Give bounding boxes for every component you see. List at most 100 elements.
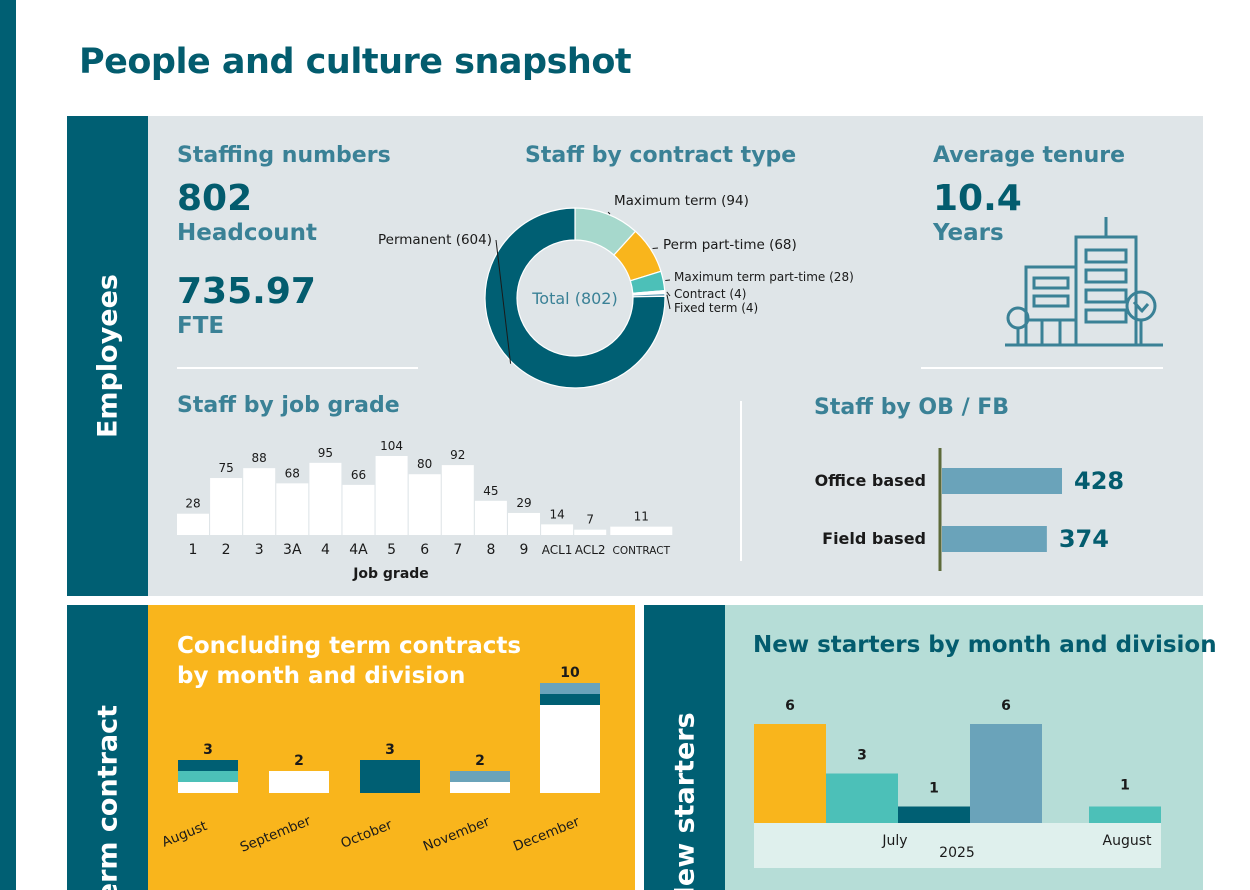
donut-leader-5 (495, 239, 512, 364)
term-contract-section-tab: Term contract (67, 605, 148, 890)
left-accent-bar (0, 0, 16, 890)
ns-value-july-1: 3 (857, 748, 867, 764)
divider-vertical (740, 401, 742, 561)
ns-month-august: August (1103, 833, 1153, 849)
ob-fb-bar-1 (942, 526, 1047, 552)
grade-value-6: 80 (417, 457, 432, 471)
tc-month-November: November (421, 814, 493, 855)
fte-value: 735.97 (177, 271, 316, 312)
grade-label-7: 7 (453, 542, 462, 558)
grade-label-4: 4 (321, 542, 330, 558)
job-grade-xlabel: Job grade (352, 566, 429, 582)
average-tenure-title: Average tenure (933, 143, 1126, 168)
grade-label-8: 8 (486, 542, 495, 558)
term-contract-chart-title: Concluding term contracts by month and d… (177, 633, 522, 689)
new-starters-section-label: New starters (669, 712, 700, 890)
ob-fb-chart: Office based 428 Field based 374 (815, 448, 1124, 571)
tc-month-December: December (511, 814, 582, 855)
ns-axis-band (754, 823, 1161, 868)
grade-bar-2 (210, 478, 243, 535)
tc-month-September: September (238, 813, 314, 856)
employees-section-label: Employees (92, 273, 123, 439)
grade-label-4A: 4A (349, 542, 368, 558)
ob-fb-title: Staff by OB / FB (814, 395, 1010, 420)
donut-label-4: Fixed term (4) (674, 301, 758, 315)
job-grade-chart: Job grade 28 1 75 2 88 3 68 3A 95 4 66 4A 104 5 80 6 92 7… (177, 439, 673, 582)
new-starters-chart-title: New starters by month and division (753, 632, 1217, 658)
tc-seg-November-3 (450, 771, 510, 782)
ns-year-label: 2025 (939, 845, 975, 861)
ns-bar-july-1 (826, 773, 898, 823)
grade-value-3A: 68 (285, 466, 300, 480)
ns-bar-july-2 (898, 806, 970, 823)
ob-fb-value-0: 428 (1074, 467, 1124, 495)
ob-fb-label-0: Office based (815, 471, 926, 490)
tc-seg-December-3 (540, 683, 600, 694)
page-title: People and culture snapshot (79, 42, 632, 82)
grade-value-ACL1: 14 (549, 507, 564, 521)
ns-value-august-0: 1 (1120, 778, 1130, 794)
tc-total-December: 10 (560, 665, 580, 681)
donut-leader-1 (652, 247, 659, 250)
donut-label-0: Maximum term (94) (614, 193, 749, 209)
grade-bar-3 (243, 468, 276, 535)
ns-bar-july-3 (970, 724, 1042, 823)
grade-value-2: 75 (218, 461, 233, 475)
tenure-label: Years (933, 220, 1004, 246)
grade-label-3A: 3A (283, 542, 302, 558)
donut-label-3: Contract (4) (674, 287, 746, 301)
grade-label-5: 5 (387, 542, 396, 558)
grade-bar-8 (474, 500, 507, 535)
tc-total-October: 3 (385, 742, 395, 758)
grade-label-ACL2: ACL2 (575, 543, 606, 557)
grade-bar-ACL2 (574, 529, 607, 535)
grade-bar-3A (276, 483, 309, 535)
tc-seg-August-0 (178, 782, 238, 793)
donut-label-2: Maximum term part-time (28) (674, 270, 854, 284)
tc-seg-November-0 (450, 782, 510, 793)
grade-value-5: 104 (380, 439, 403, 453)
new-starters-section-tab: New starters (644, 605, 725, 890)
tc-seg-October-2 (360, 760, 420, 793)
grade-bar-ACL1 (541, 524, 574, 535)
tc-seg-August-2 (178, 760, 238, 771)
term-contract-chart: 3 August 2 September 3 October 2 November 10 Dece… (160, 665, 600, 856)
donut-leader-0 (607, 211, 611, 215)
grade-value-CONTRACT: 11 (634, 510, 649, 524)
ns-value-july-0: 6 (785, 698, 795, 714)
donut-leader-4 (666, 294, 671, 310)
fte-label: FTE (177, 313, 225, 339)
donut-center-label: Total (802) (531, 289, 617, 308)
donut-label-1: Perm part-time (68) (663, 237, 797, 253)
grade-label-6: 6 (420, 542, 429, 558)
tc-month-August: August (160, 818, 210, 851)
building-trees-icon (1005, 217, 1163, 347)
donut-label-5: Permanent (604) (378, 232, 492, 248)
grade-label-9: 9 (520, 542, 529, 558)
grade-label-2: 2 (222, 542, 231, 558)
tc-seg-December-0 (540, 705, 600, 793)
tc-month-October: October (338, 817, 395, 852)
ns-value-july-2: 1 (929, 781, 939, 797)
ob-fb-bar-0 (942, 468, 1062, 494)
grade-bar-CONTRACT (610, 526, 673, 535)
grade-value-4: 95 (318, 446, 333, 460)
grade-label-3: 3 (255, 542, 264, 558)
tenure-value: 10.4 (933, 178, 1022, 219)
term-contract-section-label: Term contract (92, 704, 123, 890)
new-starters-chart: 6 3 1 6 1 July August 2025 (754, 698, 1161, 868)
grade-value-7: 92 (450, 448, 465, 462)
ob-fb-label-1: Field based (822, 529, 926, 548)
grade-bar-6 (408, 474, 441, 535)
grade-label-CONTRACT: CONTRACT (613, 545, 671, 557)
divider-tenure (921, 367, 1163, 369)
ob-fb-value-1: 374 (1059, 525, 1109, 553)
donut-leader-3 (666, 291, 671, 297)
job-grade-title: Staff by job grade (177, 393, 400, 418)
ns-month-july: July (881, 833, 907, 849)
contract-type-donut: Maximum term (94) Perm part-time (68) Maxi… (378, 193, 854, 389)
grade-value-ACL2: 7 (586, 513, 594, 527)
grade-value-3: 88 (252, 451, 267, 465)
tc-total-November: 2 (475, 753, 485, 769)
ns-value-july-3: 6 (1001, 698, 1011, 714)
